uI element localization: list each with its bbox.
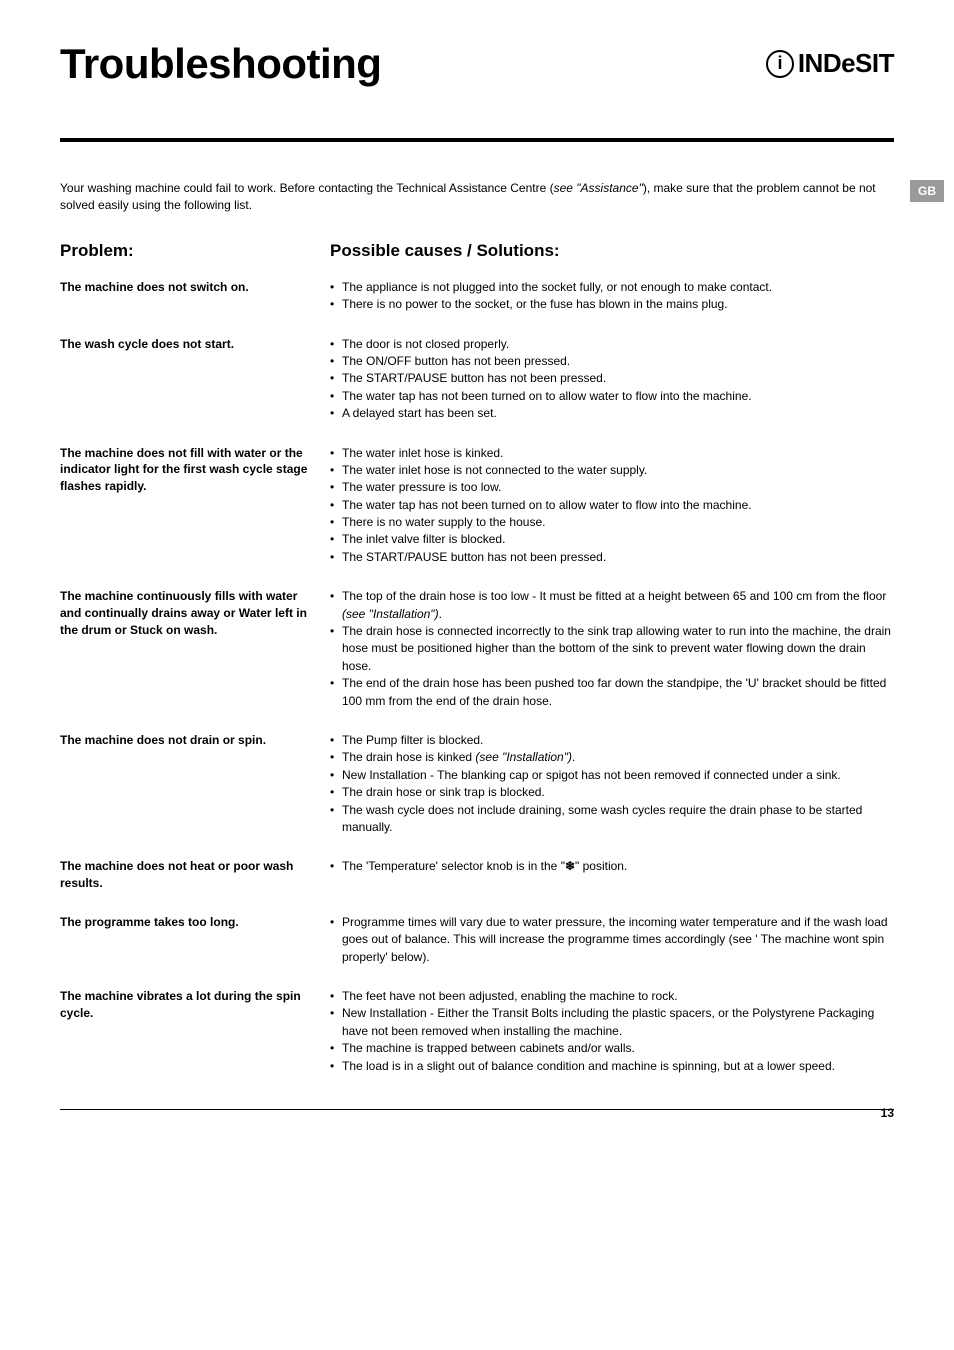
header-rule <box>60 138 894 142</box>
solution-list: The appliance is not plugged into the so… <box>330 279 894 314</box>
solution-item: The door is not closed properly. <box>330 336 894 353</box>
problem-label: The machine continuously fills with wate… <box>60 588 330 710</box>
solution-item: The water tap has not been turned on to … <box>330 388 894 405</box>
solution-item: The drain hose is kinked (see "Installat… <box>330 749 894 766</box>
solution-list: The Pump filter is blocked. The drain ho… <box>330 732 894 836</box>
solution-item: The 'Temperature' selector knob is in th… <box>330 858 894 875</box>
problem-label: The machine does not switch on. <box>60 279 330 314</box>
intro-text: Your washing machine could fail to work.… <box>60 180 890 215</box>
solution-item: The water tap has not been turned on to … <box>330 497 894 514</box>
solution-item: The drain hose is connected incorrectly … <box>330 623 894 675</box>
solution-item: The feet have not been adjusted, enablin… <box>330 988 894 1005</box>
problem-row: The machine does not fill with water or … <box>60 445 894 567</box>
solution-item: The Pump filter is blocked. <box>330 732 894 749</box>
solution-item: A delayed start has been set. <box>330 405 894 422</box>
problem-row: The wash cycle does not start. The door … <box>60 336 894 423</box>
solution-list: The top of the drain hose is too low - I… <box>330 588 894 710</box>
problem-row: The machine vibrates a lot during the sp… <box>60 988 894 1075</box>
problem-row: The machine does not heat or poor wash r… <box>60 858 894 892</box>
problem-row: The programme takes too long. Programme … <box>60 914 894 966</box>
columns-header: Problem: Possible causes / Solutions: <box>60 241 894 261</box>
solution-list: The feet have not been adjusted, enablin… <box>330 988 894 1075</box>
problem-label: The wash cycle does not start. <box>60 336 330 423</box>
brand-logo: i INDeSIT <box>766 48 894 79</box>
solution-item: The inlet valve filter is blocked. <box>330 531 894 548</box>
snowflake-icon: ❄ <box>565 859 575 873</box>
solution-list: The 'Temperature' selector knob is in th… <box>330 858 894 892</box>
intro-row: Your washing machine could fail to work.… <box>60 180 894 215</box>
solution-item: There is no power to the socket, or the … <box>330 296 894 313</box>
footer-rule <box>60 1109 894 1110</box>
solution-item: The water inlet hose is not connected to… <box>330 462 894 479</box>
problem-row: The machine continuously fills with wate… <box>60 588 894 710</box>
brand-icon: i <box>766 50 794 78</box>
page-number: 13 <box>881 1106 894 1120</box>
solution-item: The drain hose or sink trap is blocked. <box>330 784 894 801</box>
problem-label: The programme takes too long. <box>60 914 330 966</box>
brand-text: INDeSIT <box>798 48 894 79</box>
gb-badge: GB <box>910 180 944 202</box>
solution-item: Programme times will vary due to water p… <box>330 914 894 966</box>
solution-item: The ON/OFF button has not been pressed. <box>330 353 894 370</box>
page-title: Troubleshooting <box>60 40 381 88</box>
solution-item: The water pressure is too low. <box>330 479 894 496</box>
header: Troubleshooting i INDeSIT <box>60 40 894 88</box>
solution-item: The machine is trapped between cabinets … <box>330 1040 894 1057</box>
problem-row: The machine does not switch on. The appl… <box>60 279 894 314</box>
solution-item: The START/PAUSE button has not been pres… <box>330 549 894 566</box>
solution-item: The water inlet hose is kinked. <box>330 445 894 462</box>
solution-item: The wash cycle does not include draining… <box>330 802 894 837</box>
solution-list: Programme times will vary due to water p… <box>330 914 894 966</box>
solution-list: The door is not closed properly. The ON/… <box>330 336 894 423</box>
solution-item: The end of the drain hose has been pushe… <box>330 675 894 710</box>
problem-label: The machine vibrates a lot during the sp… <box>60 988 330 1075</box>
problem-row: The machine does not drain or spin. The … <box>60 732 894 836</box>
col-header-solutions: Possible causes / Solutions: <box>330 241 560 261</box>
solution-item: The top of the drain hose is too low - I… <box>330 588 894 623</box>
col-header-problem: Problem: <box>60 241 330 261</box>
solution-item: The appliance is not plugged into the so… <box>330 279 894 296</box>
solution-list: The water inlet hose is kinked. The wate… <box>330 445 894 567</box>
problem-label: The machine does not fill with water or … <box>60 445 330 567</box>
problem-label: The machine does not heat or poor wash r… <box>60 858 330 892</box>
solution-item: New Installation - The blanking cap or s… <box>330 767 894 784</box>
solution-item: The START/PAUSE button has not been pres… <box>330 370 894 387</box>
solution-item: The load is in a slight out of balance c… <box>330 1058 894 1075</box>
solution-item: There is no water supply to the house. <box>330 514 894 531</box>
problem-label: The machine does not drain or spin. <box>60 732 330 836</box>
solution-item: New Installation - Either the Transit Bo… <box>330 1005 894 1040</box>
